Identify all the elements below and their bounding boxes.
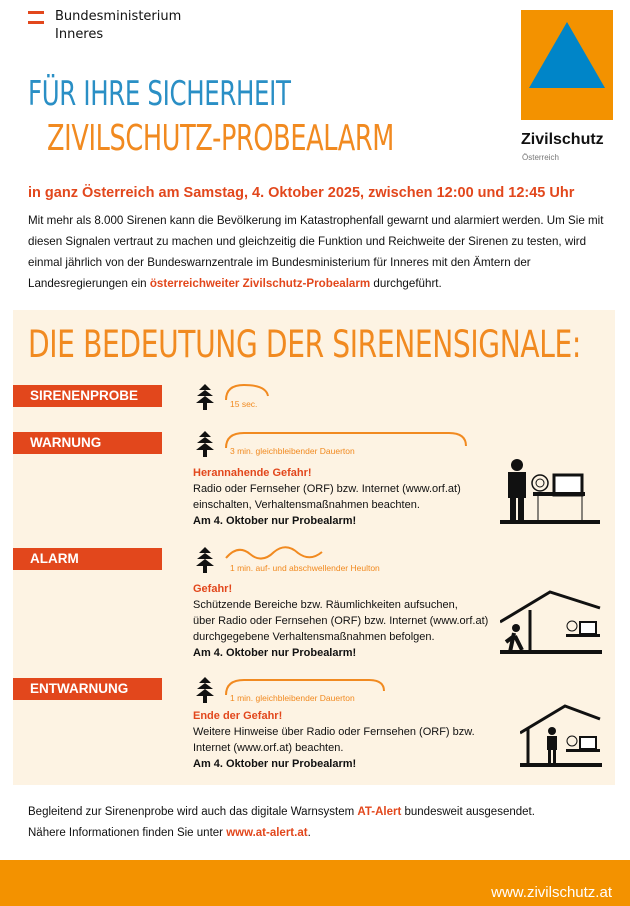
label-warnung: WARNUNG <box>13 432 162 454</box>
person-in-house-illustration <box>520 704 602 767</box>
tone-short-curve <box>225 383 269 401</box>
label-alarm: ALARM <box>13 548 162 570</box>
intro-paragraph: Mit mehr als 8.000 Sirenen kann die Bevö… <box>28 214 604 290</box>
ministry-line1: Bundesministerium <box>55 9 182 24</box>
logo-sub: Österreich <box>522 153 559 162</box>
tone-label: 1 min. gleichbleibender Dauerton <box>230 693 355 703</box>
at-alert-line: Begleitend zur Sirenenprobe wird auch da… <box>28 806 535 818</box>
date-line: in ganz Österreich am Samstag, 4. Oktobe… <box>28 185 575 201</box>
tone-continuous-curve <box>225 679 385 696</box>
siren-icon <box>196 547 214 573</box>
tone-wave-curve <box>225 546 323 560</box>
siren-icon <box>196 431 214 457</box>
title-line1: FÜR IHRE SICHERHEIT <box>28 74 291 114</box>
warnung-description: Herannahende Gefahr! Radio oder Fernseher… <box>193 467 461 527</box>
austria-flag-icon <box>28 11 44 26</box>
entwarnung-description: Ende der Gefahr! Weitere Hinweise über Ra… <box>193 710 475 770</box>
person-at-tv-illustration <box>500 459 600 524</box>
label-entwarnung: ENTWARNUNG <box>13 678 162 700</box>
label-sirenenprobe: SIRENENPROBE <box>13 385 162 407</box>
tone-continuous-curve <box>225 432 467 449</box>
footer-url-link[interactable]: www.zivilschutz.at <box>491 884 612 901</box>
alarm-description: Gefahr! Schützende Bereiche bzw. Räumlich… <box>193 583 489 659</box>
ministry-line2: Inneres <box>55 27 104 42</box>
at-alert-link[interactable]: www.at-alert.at <box>226 827 308 839</box>
tone-label: 3 min. gleichbleibender Dauerton <box>230 446 355 456</box>
title-line2: ZIVILSCHUTZ-PROBEALARM <box>47 118 394 159</box>
footer-bar <box>0 860 630 906</box>
tone-label: 1 min. auf- und abschwellender Heulton <box>230 563 380 573</box>
signals-title: DIE BEDEUTUNG DER SIRENENSIGNALE: <box>28 323 581 366</box>
logo-name: Zivilschutz <box>521 131 604 148</box>
info-line: Nähere Informationen finden Sie unter ww… <box>28 827 311 839</box>
siren-icon <box>196 384 214 410</box>
person-entering-house-illustration <box>500 590 602 654</box>
siren-icon <box>196 677 214 703</box>
zivilschutz-triangle-logo <box>521 10 613 120</box>
tone-label: 15 sec. <box>230 399 258 409</box>
